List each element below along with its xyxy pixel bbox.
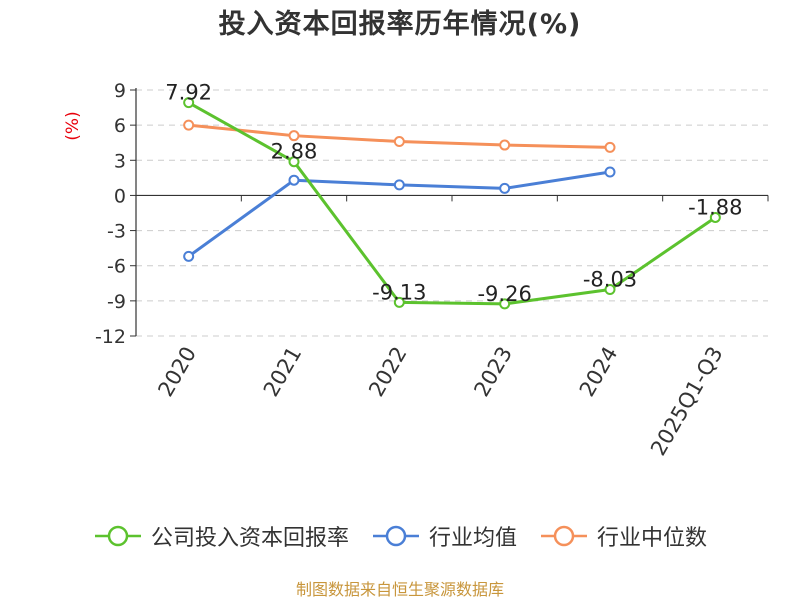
y-tick-label: -9 bbox=[107, 291, 126, 313]
source-note: 制图数据来自恒生聚源数据库 bbox=[295, 580, 504, 599]
chart-title: 投入资本回报率历年情况(%) bbox=[218, 9, 582, 40]
data-point bbox=[288, 130, 300, 142]
legend-marker-icon bbox=[94, 525, 141, 547]
legend-marker-icon bbox=[541, 525, 587, 547]
data-label: -9.13 bbox=[372, 280, 426, 304]
data-point bbox=[288, 174, 300, 186]
legend-label: 公司投入资本回报率 bbox=[150, 526, 349, 551]
x-tick-label: 2025Q1-Q3 bbox=[646, 343, 728, 460]
legend-label: 行业中位数 bbox=[597, 526, 708, 551]
data-point bbox=[604, 283, 616, 295]
data-label: -8.03 bbox=[583, 267, 637, 291]
legend-item[interactable]: 行业均值 bbox=[371, 520, 517, 552]
chart-svg: 9 6 3 0 -3 -6 -9 -12 (%) 2020 2021 2022 2023 2024 2025… bbox=[63, 80, 769, 460]
x-tick-label: 2024 bbox=[575, 343, 623, 401]
data-point bbox=[393, 296, 405, 308]
x-tick-label: 2022 bbox=[364, 343, 412, 401]
series-line bbox=[187, 101, 717, 306]
data-point bbox=[183, 97, 195, 109]
data-point bbox=[183, 119, 195, 131]
y-tick-label: -3 bbox=[107, 221, 126, 243]
data-point bbox=[604, 141, 616, 153]
data-point bbox=[183, 250, 195, 262]
data-point bbox=[499, 298, 511, 310]
x-tick-label: 2023 bbox=[469, 343, 517, 401]
data-point bbox=[499, 182, 511, 194]
data-label: 7.92 bbox=[165, 81, 212, 105]
legend-label: 行业均值 bbox=[428, 526, 517, 551]
legend-item[interactable]: 行业中位数 bbox=[539, 520, 707, 552]
data-point bbox=[393, 136, 405, 148]
data-point bbox=[393, 179, 405, 191]
y-tick-label: 6 bbox=[114, 115, 126, 137]
data-point bbox=[288, 156, 300, 168]
x-tick-label: 2021 bbox=[259, 343, 307, 401]
y-tick-label: 3 bbox=[114, 150, 126, 172]
legend: 公司投入资本回报率 行业均值 行业中位数 bbox=[0, 520, 800, 552]
y-tick-label: -12 bbox=[95, 326, 126, 348]
y-tick-label: 9 bbox=[114, 80, 126, 102]
x-tick-label: 2020 bbox=[153, 343, 201, 401]
y-tick-label: 0 bbox=[114, 185, 126, 207]
data-label: -1.88 bbox=[688, 195, 742, 219]
legend-marker-icon bbox=[372, 525, 419, 547]
y-axis-label: (%) bbox=[63, 111, 83, 140]
data-point bbox=[604, 166, 616, 178]
data-label: -9.26 bbox=[477, 282, 531, 306]
legend-item[interactable]: 公司投入资本回报率 bbox=[93, 520, 349, 552]
data-point bbox=[709, 211, 721, 223]
data-label: 2.88 bbox=[271, 140, 318, 164]
data-point bbox=[499, 139, 511, 151]
y-tick-label: -6 bbox=[107, 256, 126, 278]
